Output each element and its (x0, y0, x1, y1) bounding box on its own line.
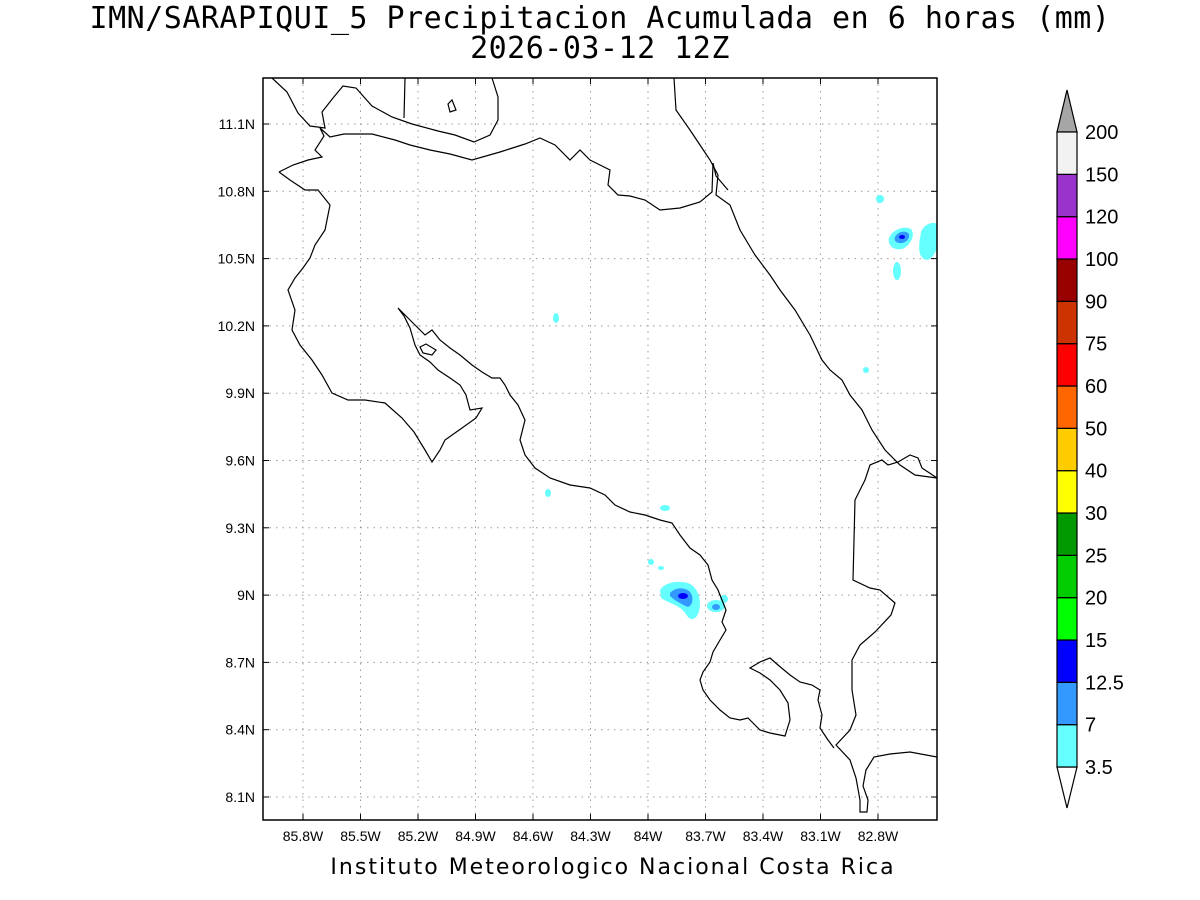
map-grid (263, 78, 937, 820)
colorbar-swatch (1056, 554, 1078, 599)
lon-tick-label: 82.8W (858, 828, 899, 844)
precip-area (863, 367, 869, 373)
coastline (403, 78, 406, 119)
nicaragua-border (278, 127, 729, 211)
lat-tick-label: 11.1N (219, 116, 255, 132)
colorbar-swatch (1056, 597, 1078, 641)
colorbar-swatch (1056, 470, 1078, 514)
coastline-layer (271, 78, 937, 813)
precip-area (648, 559, 654, 565)
precip-area (899, 235, 905, 239)
colorbar-level-label: 120 (1085, 207, 1118, 229)
lon-tick-label: 83.4W (743, 828, 784, 844)
precip-area (712, 604, 720, 610)
lon-tick-label: 83.1W (800, 828, 841, 844)
colorbar-level-label: 15 (1085, 630, 1107, 652)
lat-tick-label: 9.3N (225, 520, 255, 536)
precip-area (678, 593, 688, 599)
colorbar-swatch (1056, 300, 1078, 345)
precip-area (876, 195, 884, 203)
map-frame (262, 77, 938, 821)
island (447, 98, 457, 113)
lon-tick-label: 84W (634, 828, 664, 844)
colorbar: 3.5 7 12.5 15 20 25 30 40 50 60 75 90 100 120 150 200 (1056, 89, 1124, 809)
lat-tick-label: 9.6N (225, 453, 255, 469)
colorbar-swatch (1056, 258, 1078, 302)
precip-area (658, 566, 664, 570)
colorbar-level-label: 7 (1085, 715, 1096, 737)
lat-tick-label: 8.4N (225, 722, 255, 738)
colorbar-upper-arrow (1056, 89, 1078, 133)
lon-tick-label: 85.5W (340, 828, 381, 844)
lat-tick-label: 9.9N (225, 385, 255, 401)
lat-tick-label: 10.2N (218, 318, 255, 334)
colorbar-swatch (1056, 131, 1078, 175)
colorbar-level-label: 50 (1085, 418, 1107, 440)
lat-tick-label: 10.5N (218, 251, 255, 267)
colorbar-level-label: 12.5 (1085, 672, 1124, 694)
lat-tick-label: 10.8N (218, 183, 255, 199)
colorbar-level-label: 90 (1085, 291, 1107, 313)
colorbar-swatch (1056, 639, 1078, 683)
lon-tick-label: 84.9W (455, 828, 496, 844)
colorbar-level-label: 100 (1085, 249, 1118, 271)
lon-tick-label: 84.3W (570, 828, 611, 844)
coastline (278, 171, 835, 749)
precip-layer (545, 195, 937, 620)
colorbar-swatch (1056, 427, 1078, 472)
colorbar-swatch (1056, 724, 1078, 768)
lat-tick-label: 8.1N (225, 789, 255, 805)
colorbar-level-label: 25 (1085, 545, 1107, 567)
precip-area (545, 489, 551, 497)
colorbar-level-label: 20 (1085, 588, 1107, 610)
colorbar-swatch (1056, 681, 1078, 726)
panama-border (835, 454, 937, 813)
colorbar-level-label: 150 (1085, 164, 1118, 186)
map-subtitle-date: 2026-03-12 12Z (470, 31, 730, 66)
lat-tick-label: 9N (237, 587, 255, 603)
coastline (673, 78, 937, 479)
map-axes: 85.8W 85.5W 85.2W 84.9W 84.6W 84.3W 84W 83.7W 83… (218, 78, 937, 844)
colorbar-level-label: 40 (1085, 461, 1107, 483)
credit-text: Instituto Meteorologico Nacional Costa R… (330, 855, 896, 880)
colorbar-level-label: 30 (1085, 503, 1107, 525)
lat-tick-label: 8.7N (225, 654, 255, 670)
colorbar-level-label: 75 (1085, 334, 1107, 356)
colorbar-level-label: 3.5 (1085, 757, 1113, 779)
precip-area (553, 313, 559, 323)
colorbar-level-label: 60 (1085, 376, 1107, 398)
lon-tick-label: 85.8W (283, 828, 324, 844)
map-title: IMN/SARAPIQUI_5 Precipitacion Acumulada … (89, 1, 1111, 36)
coastline (271, 78, 499, 143)
colorbar-swatch (1056, 385, 1078, 429)
colorbar-lower-arrow (1056, 766, 1078, 809)
lon-tick-label: 84.6W (513, 828, 554, 844)
precip-area (919, 222, 937, 260)
colorbar-swatch (1056, 216, 1078, 260)
colorbar-level-label: 200 (1085, 122, 1118, 144)
lon-tick-label: 83.7W (685, 828, 726, 844)
colorbar-swatch (1056, 173, 1078, 218)
precip-area (660, 505, 670, 511)
colorbar-swatch (1056, 343, 1078, 387)
precip-area (893, 262, 901, 280)
colorbar-swatch (1056, 512, 1078, 556)
gulf-island (419, 343, 437, 356)
lon-tick-label: 85.2W (398, 828, 439, 844)
